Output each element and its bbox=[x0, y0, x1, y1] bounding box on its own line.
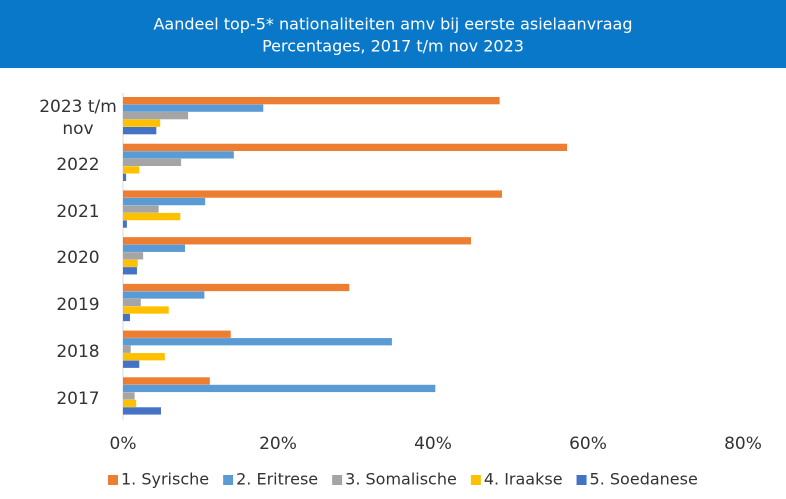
bar bbox=[123, 399, 137, 408]
bar bbox=[123, 158, 182, 167]
y-tick-label: 2021 bbox=[56, 201, 100, 222]
bar bbox=[123, 313, 130, 322]
bar bbox=[123, 104, 264, 112]
x-tick-label: 80% bbox=[724, 434, 762, 454]
legend-swatch bbox=[223, 475, 234, 485]
bar bbox=[123, 338, 392, 346]
y-tick-label: 2017 bbox=[56, 388, 100, 409]
bar bbox=[123, 291, 205, 299]
bar bbox=[123, 212, 181, 221]
bar bbox=[123, 119, 161, 127]
bar bbox=[123, 384, 436, 393]
bar bbox=[123, 205, 159, 213]
legend-label: 1. Syrische bbox=[121, 470, 209, 489]
legend-label: 5. Soedanese bbox=[590, 470, 698, 489]
bar bbox=[123, 220, 127, 228]
bar bbox=[123, 267, 137, 275]
x-tick-label: 20% bbox=[259, 434, 297, 454]
legend-swatch bbox=[470, 475, 481, 485]
bar bbox=[123, 237, 471, 245]
bar bbox=[123, 392, 135, 400]
bar bbox=[123, 151, 234, 159]
bar bbox=[123, 298, 141, 307]
bar bbox=[123, 97, 500, 105]
y-tick-label: 2023 t/m nov bbox=[39, 97, 117, 140]
bar bbox=[123, 306, 169, 314]
bar bbox=[123, 127, 157, 135]
bar bbox=[123, 112, 189, 120]
bar bbox=[123, 259, 138, 267]
x-tick-label: 60% bbox=[569, 434, 607, 454]
bar bbox=[123, 166, 140, 174]
legend-swatch bbox=[332, 475, 343, 485]
bar bbox=[123, 173, 127, 182]
legend-label: 2. Eritrese bbox=[236, 470, 318, 489]
bar bbox=[123, 283, 350, 292]
bar bbox=[123, 360, 140, 368]
bar bbox=[123, 353, 165, 361]
chart-title: Aandeel top-5* nationaliteiten amv bij e… bbox=[153, 15, 632, 34]
bar bbox=[123, 377, 210, 385]
y-tick-label: 2018 bbox=[56, 341, 100, 362]
bar bbox=[123, 407, 161, 415]
bar bbox=[123, 197, 206, 206]
x-tick-label: 0% bbox=[110, 434, 137, 454]
bar bbox=[123, 143, 568, 152]
bar bbox=[123, 252, 144, 260]
y-tick-label: 2022 bbox=[56, 154, 100, 175]
y-tick-label: 2020 bbox=[56, 248, 100, 269]
x-tick-label: 40% bbox=[414, 434, 452, 454]
bar bbox=[123, 244, 185, 252]
chart-subtitle: Percentages, 2017 t/m nov 2023 bbox=[262, 37, 524, 56]
legend-label: 3. Somalische bbox=[345, 470, 457, 489]
y-tick-label: 2019 bbox=[56, 295, 100, 316]
legend-swatch bbox=[576, 475, 587, 485]
bar bbox=[123, 190, 502, 198]
bar bbox=[123, 345, 131, 353]
header-banner bbox=[0, 0, 786, 68]
bar bbox=[123, 330, 231, 338]
legend-label: 4. Iraakse bbox=[484, 470, 563, 489]
legend-swatch bbox=[108, 475, 118, 485]
